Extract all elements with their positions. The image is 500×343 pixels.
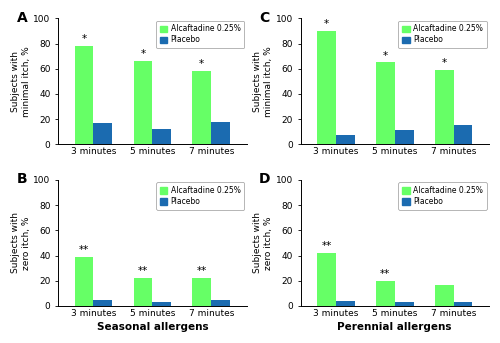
Legend: Alcaftadine 0.25%, Placebo: Alcaftadine 0.25%, Placebo <box>156 21 244 48</box>
Bar <box>211 122 230 144</box>
Text: A: A <box>16 11 28 25</box>
Bar <box>94 300 112 306</box>
Bar <box>74 257 94 306</box>
Bar <box>134 61 152 144</box>
Bar <box>394 302 413 306</box>
Y-axis label: Subjects with
minimal itch, %: Subjects with minimal itch, % <box>11 46 30 117</box>
Bar <box>394 130 413 144</box>
Legend: Alcaftadine 0.25%, Placebo: Alcaftadine 0.25%, Placebo <box>398 21 486 48</box>
Bar <box>317 31 336 144</box>
Bar <box>192 71 211 144</box>
Text: *: * <box>382 50 388 60</box>
Bar <box>376 62 394 144</box>
Bar <box>94 123 112 144</box>
Text: C: C <box>259 11 270 25</box>
Text: *: * <box>140 49 145 59</box>
Text: **: ** <box>322 241 332 251</box>
Bar <box>192 278 211 306</box>
Bar <box>434 285 454 306</box>
Y-axis label: Subjects with
zero itch, %: Subjects with zero itch, % <box>254 212 273 273</box>
Bar <box>317 253 336 306</box>
Text: **: ** <box>138 266 148 276</box>
Bar <box>152 302 171 306</box>
Text: *: * <box>82 34 86 44</box>
Text: **: ** <box>196 266 207 276</box>
Legend: Alcaftadine 0.25%, Placebo: Alcaftadine 0.25%, Placebo <box>398 182 486 210</box>
Bar <box>434 70 454 144</box>
Bar <box>211 300 230 306</box>
Y-axis label: Subjects with
minimal itch, %: Subjects with minimal itch, % <box>254 46 273 117</box>
Text: B: B <box>16 173 28 186</box>
Bar <box>376 281 394 306</box>
X-axis label: Seasonal allergens: Seasonal allergens <box>96 322 208 332</box>
Legend: Alcaftadine 0.25%, Placebo: Alcaftadine 0.25%, Placebo <box>156 182 244 210</box>
Bar <box>152 129 171 144</box>
X-axis label: Perennial allergens: Perennial allergens <box>338 322 452 332</box>
Bar <box>134 278 152 306</box>
Text: *: * <box>324 19 329 29</box>
Bar <box>336 301 354 306</box>
Text: *: * <box>442 58 446 68</box>
Bar <box>454 302 472 306</box>
Bar <box>336 135 354 144</box>
Y-axis label: Subjects with
zero itch, %: Subjects with zero itch, % <box>11 212 30 273</box>
Bar <box>74 46 94 144</box>
Text: **: ** <box>380 269 390 279</box>
Text: **: ** <box>79 245 89 255</box>
Text: D: D <box>259 173 270 186</box>
Text: *: * <box>199 59 204 69</box>
Bar <box>454 126 472 144</box>
